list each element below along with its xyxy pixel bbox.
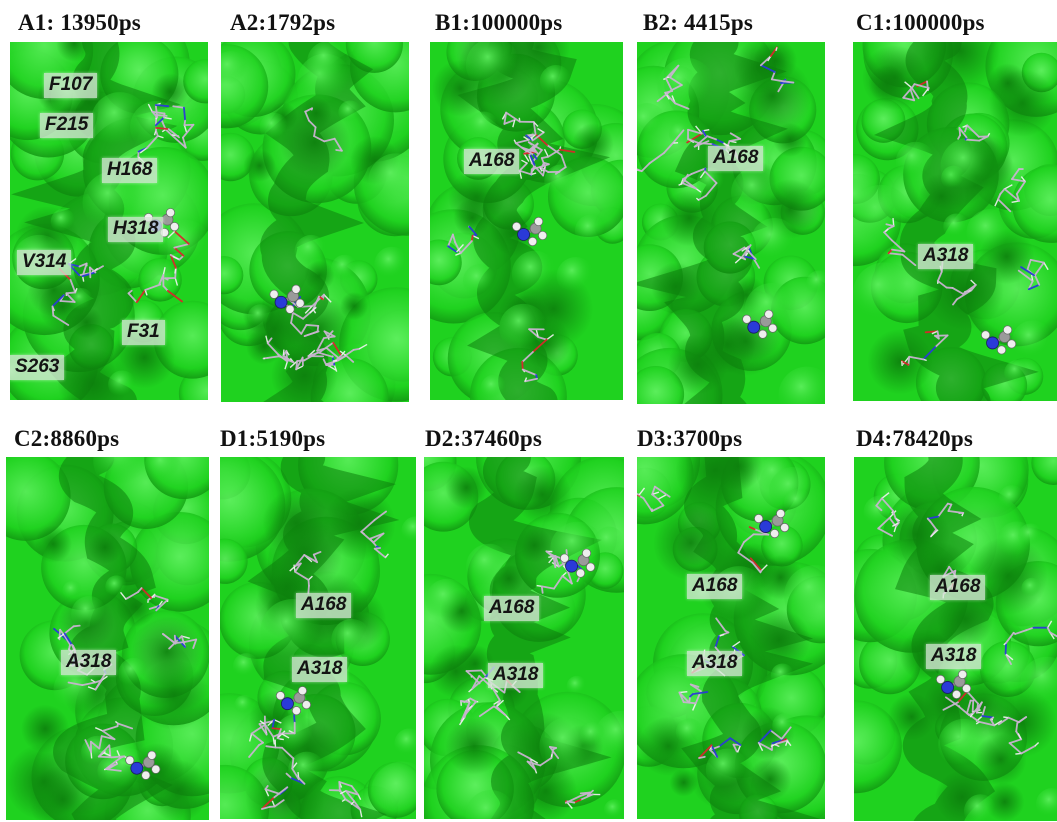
residue-label: A318 (61, 650, 117, 675)
structure-image: A168 A318 (637, 457, 825, 819)
protein-surface-render (220, 457, 416, 819)
residue-label: H318 (108, 217, 164, 242)
protein-surface-render (221, 42, 409, 402)
panel-title: B2: 4415ps (643, 10, 753, 35)
panel-title: A2:1792ps (230, 10, 336, 35)
residue-label: A318 (926, 644, 982, 669)
panel-title: D2:37460ps (425, 426, 543, 451)
protein-surface-render (853, 42, 1057, 401)
residue-label: F215 (40, 113, 94, 138)
residue-label: A168 (484, 596, 540, 621)
panel-title: D4:78420ps (856, 426, 974, 451)
residue-label: F31 (122, 320, 165, 345)
residue-label: A318 (292, 657, 348, 682)
residue-label: A318 (918, 244, 974, 269)
protein-surface-render (854, 457, 1057, 821)
structure-image: A168 (637, 42, 825, 404)
residue-label: A168 (464, 149, 520, 174)
residue-label: A168 (296, 593, 352, 618)
residue-label: V314 (17, 250, 72, 275)
panel-title: A1: 13950ps (18, 10, 141, 35)
structure-image: A168 A318 (424, 457, 624, 819)
structure-image: A168 (430, 42, 623, 400)
residue-label: A168 (687, 574, 743, 599)
protein-surface-render (637, 42, 825, 404)
residue-label: F107 (44, 73, 98, 98)
panel-title: C1:100000ps (856, 10, 985, 35)
protein-surface-render (424, 457, 624, 819)
panel-title: D1:5190ps (220, 426, 326, 451)
residue-label: H168 (102, 158, 158, 183)
residue-label: A318 (687, 651, 743, 676)
protein-surface-render (637, 457, 825, 819)
protein-surface-render (430, 42, 623, 400)
panel-title: D3:3700ps (637, 426, 743, 451)
structure-image: F107 F215 H168 H318 V314 F31 S263 (10, 42, 208, 400)
residue-label: A318 (488, 663, 544, 688)
structure-image (221, 42, 409, 402)
panel-title: B1:100000ps (435, 10, 563, 35)
residue-label: A168 (930, 575, 986, 600)
residue-label: A168 (708, 146, 764, 171)
residue-label: S263 (10, 355, 65, 380)
structure-image: A318 (853, 42, 1057, 401)
structure-image: A168 A318 (220, 457, 416, 819)
panel-title: C2:8860ps (14, 426, 120, 451)
protein-surface-render (6, 457, 209, 820)
structure-image: A168 A318 (854, 457, 1057, 821)
structure-image: A318 (6, 457, 209, 820)
